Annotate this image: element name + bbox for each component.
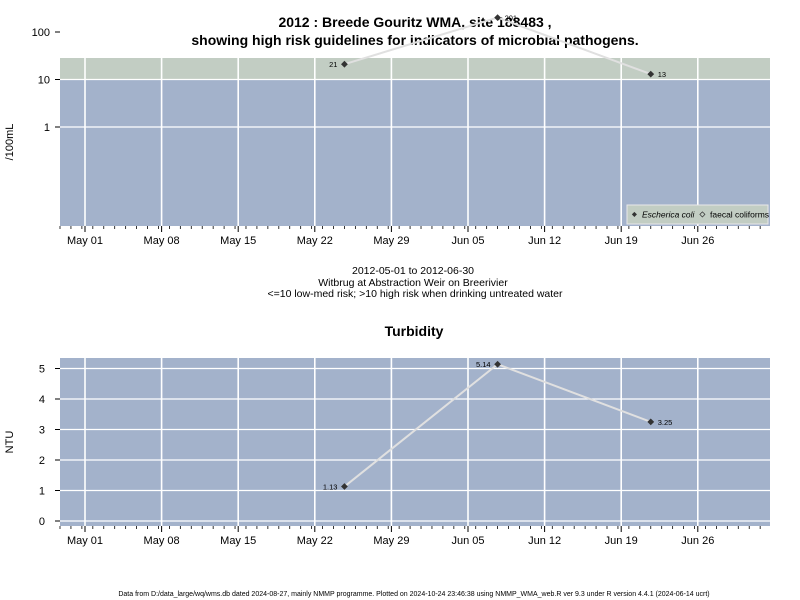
x-tick-label: May 22 xyxy=(297,235,333,247)
chart-title-line1: 2012 : Breede Gouritz WMA, site 188483 , xyxy=(278,14,551,30)
x-tick-label: Jun 05 xyxy=(451,235,484,247)
x-tick-label: Jun 19 xyxy=(605,235,638,247)
y-tick-label: 5 xyxy=(39,364,45,376)
microbial-plot: May 01 May 08 May 15 May 22 May 29 Jun 05 Jun … xyxy=(4,14,770,247)
y-tick-label: 2 xyxy=(39,455,45,467)
y-tick-label: 3 xyxy=(39,425,45,437)
y-tick-label: 100 xyxy=(32,27,50,39)
data-point xyxy=(494,14,501,21)
legend-box xyxy=(626,204,769,225)
data-point xyxy=(341,60,348,68)
x-tick-label: May 15 xyxy=(220,535,256,547)
y-tick-label: 4 xyxy=(39,394,45,406)
data-point xyxy=(647,70,655,78)
data-point xyxy=(341,483,348,490)
x-tick-label: Jun 05 xyxy=(451,535,484,547)
x-tick-label: May 08 xyxy=(144,535,180,547)
plot-background xyxy=(60,358,770,526)
y-tick-label: 1 xyxy=(44,122,50,134)
x-tick-label: May 08 xyxy=(144,235,180,247)
y-tick-label: 0 xyxy=(39,516,45,528)
turbidity-plot: May 01 May 08 May 15 May 22 May 29 Jun 05 Jun … xyxy=(4,358,770,547)
x-tick-label: Jun 12 xyxy=(528,535,561,547)
y-tick-label: 10 xyxy=(38,75,50,87)
data-label: 201 xyxy=(505,14,518,23)
x-tick-label: Jun 26 xyxy=(681,535,714,547)
y-axis-label: NTU xyxy=(4,431,16,454)
legend-marker-faecal xyxy=(699,211,706,218)
x-tick-label: May 22 xyxy=(297,535,333,547)
risk-note-text: <=10 low-med risk; >10 high risk when dr… xyxy=(267,288,563,300)
y-tick-label: 1 xyxy=(39,486,45,498)
data-label: 3.25 xyxy=(658,418,673,427)
legend-label-faecal: faecal coliforms xyxy=(710,210,769,220)
x-tick-label: May 01 xyxy=(67,235,103,247)
footer-note: Data from D:/data_large/wq/wms.db dated … xyxy=(118,591,709,598)
x-tick-label: May 15 xyxy=(220,235,256,247)
x-tick-label: May 29 xyxy=(373,535,409,547)
data-label: 21 xyxy=(329,60,337,69)
data-label: 1.13 xyxy=(323,483,338,492)
x-tick-label: Jun 26 xyxy=(681,235,714,247)
chart-title-line2: showing high risk guidelines for indicat… xyxy=(191,32,638,48)
x-tick-label: Jun 19 xyxy=(605,535,638,547)
x-tick-label: May 29 xyxy=(373,235,409,247)
plot-background xyxy=(60,58,770,226)
data-label: 5.14 xyxy=(476,360,491,369)
y-axis-label: /100mL xyxy=(4,124,16,161)
date-range-text: 2012-05-01 to 2012-06-30 xyxy=(352,265,474,277)
site-name-text: Witbrug at Abstraction Weir on Breerivie… xyxy=(318,277,508,289)
data-label: 13 xyxy=(658,70,666,79)
x-tick-label: Jun 12 xyxy=(528,235,561,247)
turbidity-title: Turbidity xyxy=(385,323,444,339)
x-tick-label: May 01 xyxy=(67,535,103,547)
legend-label-ecoli: Escherica coli xyxy=(642,210,696,220)
